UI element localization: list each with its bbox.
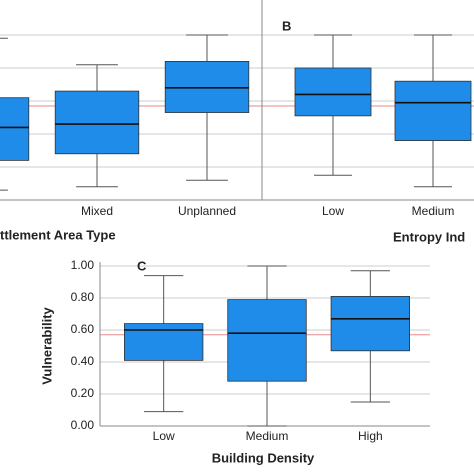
box xyxy=(330,295,411,352)
box xyxy=(124,323,204,361)
box xyxy=(294,67,372,117)
box xyxy=(394,80,472,141)
y-tick-label: 0.60 xyxy=(71,322,95,336)
y-tick-label: 1.00 xyxy=(71,258,95,272)
x-tick-label: Medium xyxy=(412,204,455,218)
y-tick-label: 0.00 xyxy=(71,418,95,432)
y-tick-label: 0.20 xyxy=(71,386,95,400)
x-tick-label: Mixed xyxy=(81,204,113,218)
box xyxy=(54,90,140,155)
x-tick-label: Unplanned xyxy=(178,204,236,218)
box xyxy=(164,61,250,113)
panel-label: B xyxy=(282,18,291,33)
y-tick-label: 0.40 xyxy=(71,354,95,368)
panel-label: C xyxy=(137,258,147,273)
y-tick-label: 0.80 xyxy=(71,290,95,304)
x-tick-label: Low xyxy=(322,204,344,218)
x-tick-label: High xyxy=(358,429,383,443)
x-axis-label: Entropy Ind xyxy=(393,229,465,244)
y-axis-label: Vulnerability xyxy=(39,306,54,384)
x-tick-label: Low xyxy=(153,429,175,443)
x-tick-label: Medium xyxy=(246,429,289,443)
x-axis-label: ttlement Area Type xyxy=(0,227,116,242)
box xyxy=(0,97,30,161)
x-axis-label: Building Density xyxy=(212,450,315,465)
box xyxy=(227,299,307,382)
